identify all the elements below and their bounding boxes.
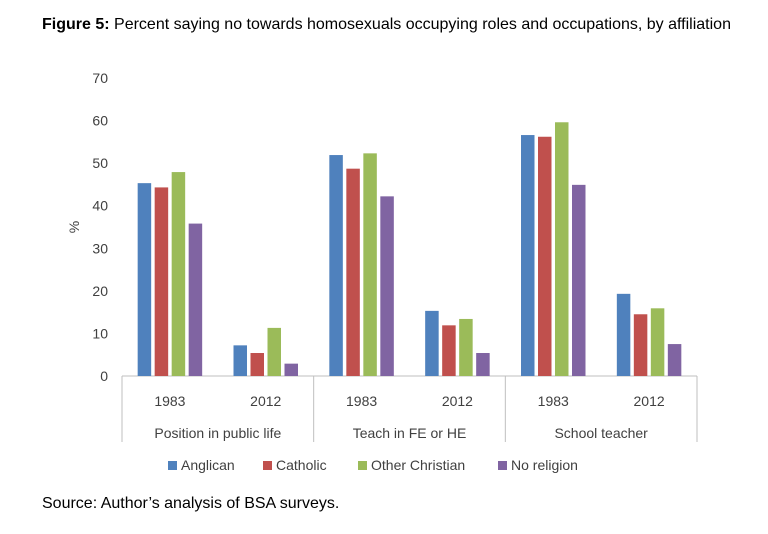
x-tick-label: 1983 bbox=[538, 393, 569, 409]
bar-anglican bbox=[521, 135, 535, 376]
legend-label: Anglican bbox=[181, 457, 235, 473]
axes: 0 10 20 30 40 50 60 70% 1983 2012 Position in publ… bbox=[66, 70, 698, 442]
group-label: Position in public life bbox=[154, 425, 281, 441]
bar-catholic bbox=[346, 168, 360, 376]
y-tick-label: 30 bbox=[92, 240, 108, 256]
legend-swatch bbox=[263, 461, 272, 470]
x-tick-label: 2012 bbox=[634, 393, 665, 409]
bar-anglican bbox=[233, 345, 247, 376]
bar-catholic bbox=[154, 187, 169, 376]
chart-title: Figure 5: Percent saying no towards homo… bbox=[42, 14, 742, 35]
title-text: Percent saying no towards homosexuals oc… bbox=[114, 16, 731, 33]
x-tick-label: 1983 bbox=[154, 393, 185, 409]
legend-swatch bbox=[498, 461, 507, 470]
legend-label: No religion bbox=[511, 457, 578, 473]
y-tick-label: 60 bbox=[92, 113, 108, 129]
legend: Anglican Catholic Other Christian No religi… bbox=[168, 457, 578, 473]
bar-anglican bbox=[425, 310, 439, 376]
bar-other-christian bbox=[267, 327, 281, 376]
y-tick-label: 50 bbox=[92, 155, 108, 171]
y-tick-label: 10 bbox=[92, 325, 108, 341]
group-label: Teach in FE or HE bbox=[353, 425, 467, 441]
x-tick-label: 2012 bbox=[442, 393, 473, 409]
bar-other-christian bbox=[459, 318, 473, 376]
y-tick-label: 20 bbox=[92, 283, 108, 299]
bar-other-christian bbox=[555, 122, 569, 377]
figure-label: Figure 5: bbox=[42, 16, 110, 33]
bar-no-religion bbox=[667, 344, 682, 376]
legend-label: Catholic bbox=[276, 457, 327, 473]
bar-no-religion bbox=[380, 196, 394, 376]
bar-no-religion bbox=[188, 223, 203, 376]
bars bbox=[137, 122, 682, 377]
legend-swatch bbox=[358, 461, 367, 470]
bar-no-religion bbox=[284, 363, 298, 376]
legend-label: Other Christian bbox=[371, 457, 465, 473]
y-tick-label: 70 bbox=[92, 70, 108, 86]
bar-no-religion bbox=[476, 353, 490, 376]
bar-catholic bbox=[633, 314, 648, 376]
bar-anglican bbox=[616, 293, 631, 376]
bar-other-christian bbox=[363, 153, 377, 376]
legend-swatch bbox=[168, 461, 177, 470]
bar-anglican bbox=[137, 183, 152, 376]
y-tick-label: 40 bbox=[92, 198, 108, 214]
y-axis-label: % bbox=[66, 221, 82, 233]
bar-catholic bbox=[538, 136, 552, 376]
bar-anglican bbox=[329, 155, 343, 376]
x-tick-label: 2012 bbox=[250, 393, 281, 409]
x-tick-label: 1983 bbox=[346, 393, 377, 409]
source-note: Source: Author’s analysis of BSA surveys… bbox=[42, 495, 340, 512]
bar-other-christian bbox=[171, 172, 186, 376]
group-label: School teacher bbox=[554, 425, 648, 441]
bar-catholic bbox=[442, 325, 456, 376]
bar-no-religion bbox=[572, 184, 586, 376]
bar-other-christian bbox=[650, 308, 665, 376]
y-tick-label: 0 bbox=[100, 368, 108, 384]
bar-catholic bbox=[250, 353, 264, 376]
